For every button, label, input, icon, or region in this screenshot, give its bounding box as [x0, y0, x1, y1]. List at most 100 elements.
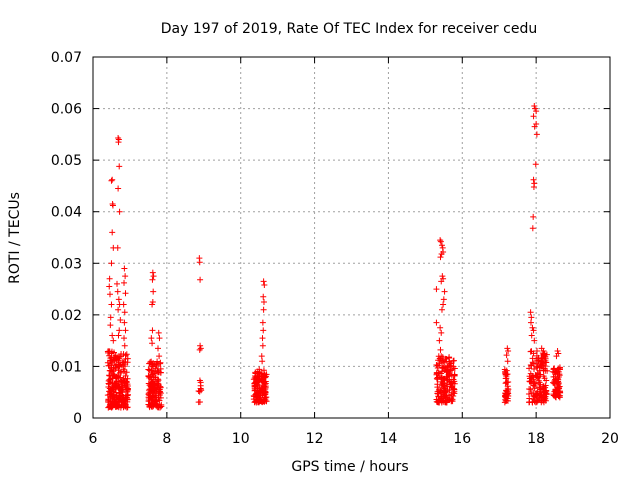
data-point [541, 350, 548, 357]
data-point [149, 298, 156, 305]
data-point [113, 379, 120, 386]
y-tick-label: 0.04 [51, 205, 82, 221]
data-point [541, 394, 548, 401]
data-point [439, 368, 446, 375]
data-point [528, 314, 535, 321]
data-point [527, 386, 534, 393]
data-point [114, 373, 121, 380]
data-point [154, 345, 161, 352]
data-point [196, 377, 203, 384]
data-point [116, 381, 123, 388]
data-point [123, 379, 130, 386]
data-point [158, 401, 165, 408]
data-point [533, 131, 540, 138]
data-point [445, 355, 452, 362]
data-point [436, 355, 443, 362]
data-point [260, 298, 267, 305]
data-point [443, 367, 450, 374]
data-point [438, 329, 445, 336]
data-point [447, 360, 454, 367]
data-point [438, 278, 445, 285]
data-point [529, 372, 536, 379]
data-point [433, 370, 440, 377]
data-point [111, 349, 118, 356]
data-point [149, 327, 156, 334]
data-point [446, 372, 453, 379]
x-tick-label: 20 [601, 431, 619, 447]
data-point [534, 363, 541, 370]
data-point [533, 397, 540, 404]
data-point [440, 398, 447, 405]
data-point [260, 278, 267, 285]
data-point [107, 322, 114, 329]
data-point [504, 345, 511, 352]
data-point [536, 367, 543, 374]
data-point [262, 384, 269, 391]
data-point [533, 108, 540, 115]
data-point [433, 398, 440, 405]
data-point [554, 347, 561, 354]
data-point [553, 387, 560, 394]
data-point [121, 319, 128, 326]
data-point [260, 306, 267, 313]
data-point [113, 361, 120, 368]
data-point [441, 375, 448, 382]
data-point [437, 346, 444, 353]
data-point [122, 290, 129, 297]
data-point [450, 363, 457, 370]
data-point [504, 358, 511, 365]
data-point [108, 404, 115, 411]
data-point [115, 185, 122, 192]
data-point [262, 394, 269, 401]
data-point [437, 237, 444, 244]
data-point [149, 301, 156, 308]
data-point [261, 380, 268, 387]
y-tick-label: 0.02 [51, 308, 82, 324]
data-point [449, 366, 456, 373]
data-point [122, 401, 129, 408]
data-point [121, 265, 128, 272]
data-point [145, 373, 152, 380]
data-point [445, 363, 452, 370]
data-point [530, 176, 537, 183]
data-point [532, 105, 539, 112]
data-point [120, 397, 127, 404]
y-tick-label: 0.01 [51, 359, 82, 375]
data-point [450, 385, 457, 392]
data-point [156, 335, 163, 342]
data-point [433, 375, 440, 382]
data-point [530, 350, 537, 357]
data-point [439, 273, 446, 280]
data-point [149, 340, 156, 347]
data-point [440, 301, 447, 308]
data-point [536, 384, 543, 391]
data-point [110, 364, 117, 371]
data-point [153, 361, 160, 368]
data-point [503, 375, 510, 382]
data-point [260, 367, 267, 374]
data-point [146, 389, 153, 396]
x-tick-label: 8 [162, 431, 171, 447]
data-point [533, 121, 540, 128]
x-tick-label: 12 [306, 431, 324, 447]
data-point [150, 392, 157, 399]
data-point [543, 377, 550, 384]
data-point [438, 306, 445, 313]
data-point [147, 402, 154, 409]
data-point [252, 369, 259, 376]
data-point [106, 358, 113, 365]
data-point [530, 183, 537, 190]
data-point [440, 296, 447, 303]
data-point [109, 202, 116, 209]
data-point [433, 361, 440, 368]
data-point [145, 366, 152, 373]
data-point [122, 273, 129, 280]
data-point [196, 346, 203, 353]
data-point [445, 396, 452, 403]
data-point [440, 248, 447, 255]
data-point [114, 244, 121, 251]
data-point [536, 396, 543, 403]
data-point [107, 314, 114, 321]
data-point [540, 365, 547, 372]
data-point [505, 390, 512, 397]
